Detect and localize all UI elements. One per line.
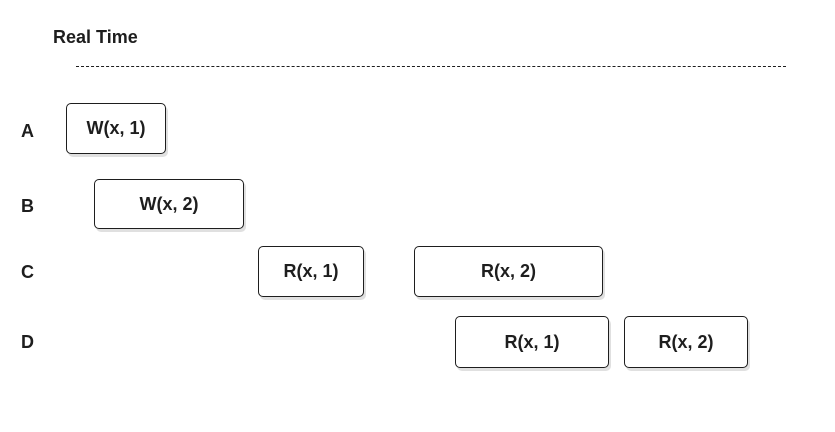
time-axis-line — [76, 66, 786, 67]
row-label-c: C — [21, 262, 34, 282]
operation-label: R(x, 1) — [504, 331, 560, 352]
operation-label: R(x, 2) — [480, 261, 536, 281]
operation-label: W(x, 2) — [139, 193, 199, 214]
operation-box-c-read-1: R(x, 1) — [258, 246, 364, 297]
operation-box-a-write-1: W(x, 1) — [66, 103, 166, 154]
real-time-label: Real Time — [53, 27, 138, 47]
operation-box-b-write-2: W(x, 2) — [94, 179, 244, 229]
operation-box-c-read-2: R(x, 2) — [414, 246, 603, 297]
operation-box-d-read-1: R(x, 1) — [455, 316, 609, 368]
row-label-b: B — [21, 196, 34, 216]
operation-label: W(x, 1) — [86, 118, 146, 138]
row-label-a: A — [21, 121, 34, 141]
operation-label: R(x, 2) — [658, 331, 714, 352]
row-label-d: D — [21, 332, 34, 352]
operation-label: R(x, 1) — [283, 261, 339, 281]
operation-box-d-read-2: R(x, 2) — [624, 316, 748, 368]
